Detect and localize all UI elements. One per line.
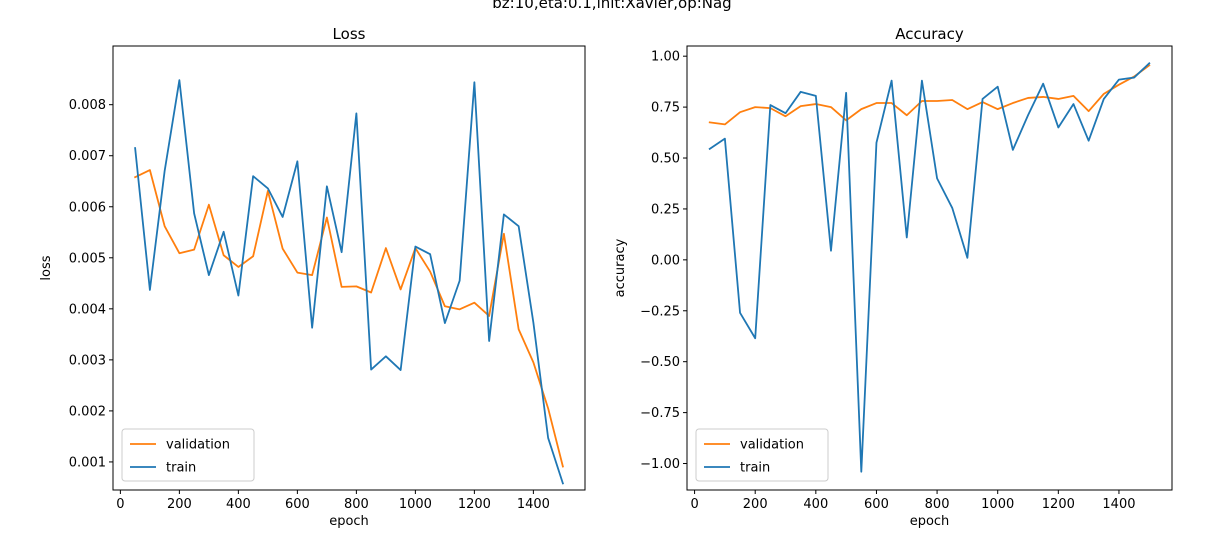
accuracy-legend-label-validation: validation [740, 438, 804, 453]
loss-plot-frame [112, 45, 586, 491]
loss-legend-box [121, 428, 255, 482]
accuracy-y-axis-label: accuracy [613, 238, 628, 297]
accuracy-x-tick-label: 1000 [981, 497, 1014, 512]
loss-legend-label-validation: validation [166, 438, 230, 453]
accuracy-x-axis-label: epoch [910, 514, 950, 529]
loss-x-axis-label: epoch [329, 514, 369, 529]
accuracy-x-tick-label: 200 [743, 497, 768, 512]
accuracy-x-tick-label: 0 [690, 497, 698, 512]
loss-title: Loss [333, 25, 366, 43]
loss-y-tick-label: 0.001 [69, 455, 106, 470]
loss-y-axis-label: loss [39, 255, 54, 280]
loss-y-tick-label: 0.002 [69, 404, 106, 419]
accuracy-y-tick-label: 0.00 [651, 253, 680, 268]
loss-x-tick-label: 1000 [399, 497, 432, 512]
accuracy-y-tick-label: 1.00 [651, 50, 680, 65]
loss-x-tick-label: 0 [116, 497, 124, 512]
accuracy-legend-box [695, 428, 829, 482]
loss-y-tick-label: 0.004 [69, 302, 106, 317]
accuracy-x-tick-label: 800 [925, 497, 950, 512]
loss-legend-label-train: train [166, 461, 196, 476]
accuracy-line-validation [708, 64, 1151, 126]
accuracy-y-tick-label: 0.75 [651, 101, 680, 116]
loss-x-tick-label: 1400 [517, 497, 550, 512]
loss-panel: Loss 0 200 400 600 800 1000 1200 1400 0.001 0.002 0… [39, 25, 586, 529]
loss-y-tick-label: 0.007 [69, 149, 106, 164]
accuracy-panel: Accuracy 0 200 400 600 800 1000 1200 1400 −1.00 −0… [613, 25, 1173, 529]
accuracy-plot-frame [686, 45, 1173, 491]
loss-line-validation [133, 169, 564, 468]
accuracy-y-tick-label: −1.00 [640, 457, 680, 472]
accuracy-x-tick-label: 1200 [1042, 497, 1075, 512]
accuracy-y-tick-label: 0.25 [651, 202, 680, 217]
accuracy-y-tick-label: 0.50 [651, 152, 680, 167]
loss-x-tick-label: 200 [167, 497, 192, 512]
loss-x-tick-label: 600 [285, 497, 310, 512]
loss-x-tick-label: 400 [226, 497, 251, 512]
loss-x-tick-label: 1200 [458, 497, 491, 512]
loss-series-group [133, 79, 565, 485]
accuracy-line-train [708, 62, 1151, 473]
accuracy-legend: validation train [695, 428, 829, 482]
accuracy-x-tick-label: 400 [803, 497, 828, 512]
accuracy-y-tick-label: −0.50 [640, 355, 680, 370]
loss-y-tick-label: 0.003 [69, 353, 106, 368]
accuracy-legend-label-train: train [740, 461, 770, 476]
loss-legend: validation train [121, 428, 255, 482]
figure-suptitle: bz:10,eta:0.1,init:Xavier,op:Nag [492, 0, 731, 12]
loss-x-tick-label: 800 [344, 497, 369, 512]
loss-y-tick-label: 0.006 [69, 200, 106, 215]
accuracy-x-tick-label: 1400 [1102, 497, 1135, 512]
accuracy-series-group [708, 62, 1151, 473]
loss-y-tick-label: 0.008 [69, 98, 106, 113]
accuracy-x-tick-label: 600 [864, 497, 889, 512]
loss-line-train [134, 79, 565, 485]
accuracy-y-tick-label: −0.75 [640, 406, 680, 421]
accuracy-title: Accuracy [895, 25, 964, 43]
loss-y-tick-label: 0.005 [69, 251, 106, 266]
accuracy-y-tick-label: −0.25 [640, 304, 680, 319]
